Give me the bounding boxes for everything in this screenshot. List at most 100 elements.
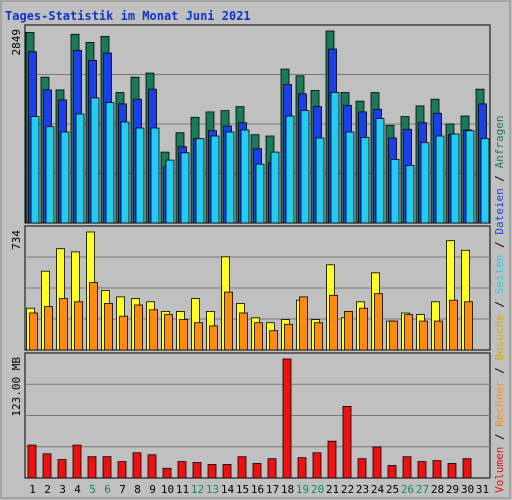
bar-seiten-day-12 — [195, 138, 205, 224]
bar-seiten-day-28 — [435, 135, 445, 224]
bar-seiten-day-8 — [135, 127, 145, 224]
bar-volumen-day-3 — [57, 459, 67, 479]
legend-entry: Rechner — [493, 380, 506, 427]
bar-volumen-day-7 — [117, 461, 127, 479]
chart-title: Tages-Statistik im Monat Juni 2021 — [5, 9, 251, 23]
x-tick-label: 5 — [89, 483, 96, 496]
x-tick-label: 26 — [401, 483, 414, 496]
y-max-label: 734 — [10, 230, 23, 250]
bar-rechner-day-18 — [284, 323, 293, 351]
x-tick-label: 24 — [371, 483, 385, 496]
x-tick-label: 3 — [59, 483, 66, 496]
x-tick-label: 4 — [74, 483, 81, 496]
bar-rechner-day-29 — [449, 299, 458, 351]
x-tick-label: 31 — [476, 483, 489, 496]
bar-seiten-day-21 — [330, 92, 340, 224]
legend-entry: Dateien — [493, 188, 506, 234]
bar-rechner-day-27 — [419, 320, 428, 351]
bar-seiten-day-4 — [75, 113, 85, 224]
x-tick-label: 12 — [191, 483, 204, 496]
y-max-label: 123.00 MB — [10, 357, 23, 417]
bar-seiten-day-10 — [165, 159, 175, 224]
bar-seiten-day-27 — [420, 142, 430, 224]
x-tick-label: 23 — [356, 483, 369, 496]
x-tick-label: 1 — [29, 483, 36, 496]
x-tick-label: 19 — [296, 483, 309, 496]
legend-entry: Besuche — [493, 314, 506, 360]
bar-seiten-day-1 — [30, 116, 40, 224]
bar-volumen-day-9 — [147, 454, 157, 479]
x-tick-label: 9 — [149, 483, 156, 496]
x-tick-label: 11 — [176, 483, 189, 496]
bar-seiten-day-9 — [150, 127, 160, 224]
bar-seiten-day-15 — [240, 129, 250, 224]
bar-volumen-day-18 — [282, 358, 292, 479]
x-tick-label: 21 — [326, 483, 339, 496]
bar-seiten-day-5 — [90, 97, 100, 224]
x-tick-label: 17 — [266, 483, 279, 496]
bar-seiten-day-30 — [465, 130, 475, 224]
bar-seiten-day-2 — [45, 126, 55, 224]
x-tick-label: 7 — [119, 483, 126, 496]
bar-rechner-day-6 — [104, 302, 113, 351]
bar-seiten-day-26 — [405, 165, 415, 224]
panel-2: 734 — [10, 225, 491, 351]
bar-volumen-day-27 — [417, 461, 427, 479]
x-tick-label: 20 — [311, 483, 324, 496]
bar-volumen-day-15 — [237, 456, 247, 479]
x-tick-label: 14 — [221, 483, 235, 496]
bar-seiten-day-6 — [105, 102, 115, 224]
bar-volumen-day-22 — [342, 405, 352, 479]
bar-rechner-day-12 — [194, 322, 203, 351]
bar-rechner-day-19 — [299, 296, 308, 351]
bar-rechner-day-15 — [239, 312, 248, 351]
bar-volumen-day-23 — [357, 458, 367, 479]
x-tick-label: 27 — [416, 483, 429, 496]
bar-rechner-day-16 — [254, 322, 263, 351]
bar-volumen-day-14 — [222, 464, 232, 479]
bar-volumen-day-20 — [312, 452, 322, 479]
bar-seiten-day-19 — [300, 110, 310, 224]
bar-seiten-day-3 — [60, 131, 70, 224]
bar-volumen-day-6 — [102, 456, 112, 479]
bar-rechner-day-9 — [149, 309, 158, 351]
bar-volumen-day-11 — [177, 461, 187, 479]
bar-seiten-day-14 — [225, 131, 235, 224]
bar-volumen-day-17 — [267, 458, 277, 479]
bar-rechner-day-17 — [269, 330, 278, 351]
bar-volumen-day-19 — [297, 457, 307, 479]
bar-volumen-day-1 — [27, 444, 37, 479]
x-tick-label: 13 — [206, 483, 219, 496]
bar-volumen-day-10 — [162, 467, 172, 479]
bar-rechner-day-23 — [359, 307, 368, 351]
bar-seiten-day-22 — [345, 131, 355, 224]
bar-volumen-day-28 — [432, 460, 442, 479]
legend-entry: Volumen — [493, 447, 506, 493]
bar-volumen-day-29 — [447, 463, 457, 479]
x-tick-label: 25 — [386, 483, 399, 496]
bar-seiten-day-16 — [255, 163, 265, 224]
bar-volumen-day-5 — [87, 456, 97, 479]
x-tick-label: 22 — [341, 483, 354, 496]
panel-3: 123.00 MB — [10, 352, 491, 479]
legend-entry: / — [493, 361, 506, 381]
bar-rechner-day-22 — [344, 310, 353, 351]
bar-rechner-day-14 — [224, 291, 233, 351]
x-tick-label: 29 — [446, 483, 459, 496]
legend-entry: / — [493, 294, 506, 314]
bar-rechner-day-28 — [434, 320, 443, 351]
bar-seiten-day-31 — [480, 138, 490, 224]
bar-rechner-day-30 — [464, 301, 473, 351]
bar-seiten-day-25 — [390, 158, 400, 224]
bar-rechner-day-7 — [119, 315, 128, 351]
bar-volumen-day-30 — [462, 458, 472, 479]
legend-entry: Anfragen — [493, 115, 506, 168]
x-tick-label: 15 — [236, 483, 249, 496]
bar-rechner-day-25 — [389, 320, 398, 351]
bar-volumen-day-12 — [192, 462, 202, 479]
bar-seiten-day-29 — [450, 133, 460, 224]
bar-seiten-day-7 — [120, 121, 130, 224]
bar-volumen-day-2 — [42, 453, 52, 479]
bar-seiten-day-23 — [360, 136, 370, 224]
